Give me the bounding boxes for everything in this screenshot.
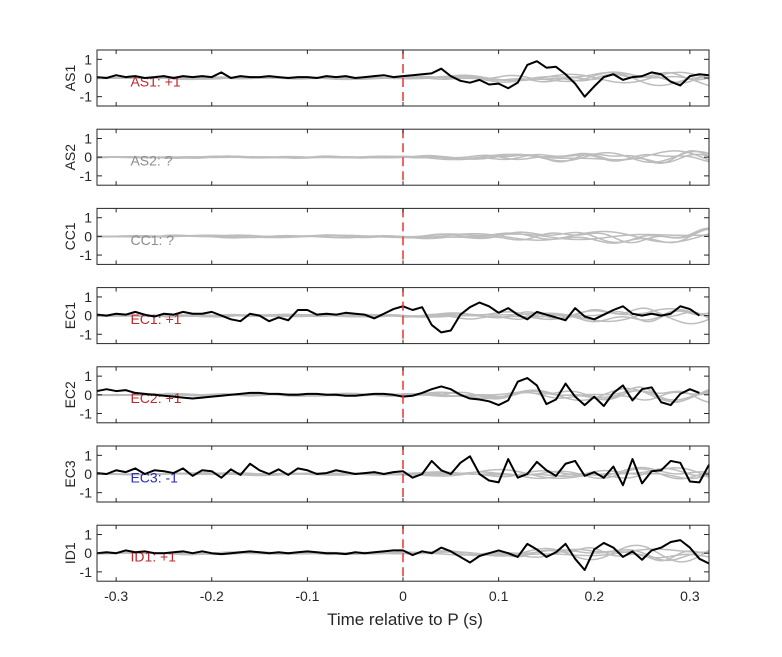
y-tick-label: 0 [84, 149, 92, 165]
polarity-annotation: ID1: +1 [130, 549, 176, 565]
y-tick-label: 1 [84, 527, 92, 543]
waveform-trace [96, 539, 710, 571]
waveform-trace [96, 377, 700, 407]
station-label: CC1 [62, 222, 78, 250]
y-tick-label: -1 [80, 168, 93, 184]
y-tick-label: 0 [84, 387, 92, 403]
y-tick-label: 0 [84, 466, 92, 482]
background-trace [96, 389, 710, 401]
x-tick-label: 0.2 [585, 588, 605, 604]
polarity-annotation: AS2: ? [130, 153, 172, 169]
y-tick-label: 0 [84, 228, 92, 244]
y-tick-label: 1 [84, 447, 92, 463]
y-tick-label: 1 [84, 368, 92, 384]
waveform-trace [96, 301, 701, 334]
shared-x-axis: -0.3 -0.2 -0.1 0 0.1 0.2 0.3 [104, 588, 700, 604]
y-tick-label: -1 [80, 326, 93, 342]
station-label: AS2 [62, 144, 78, 171]
background-trace [96, 71, 710, 87]
waveform-trace [96, 455, 710, 487]
station-label: ID1 [62, 542, 78, 564]
x-tick-label: -0.2 [200, 588, 224, 604]
waveform-trace [96, 60, 710, 98]
x-axis-label: Time relative to P (s) [327, 610, 483, 629]
y-tick-label: 1 [84, 289, 92, 305]
y-tick-label: 0 [84, 308, 92, 324]
x-tick-label: 0.3 [680, 588, 700, 604]
background-trace [96, 307, 710, 320]
station-label: EC2 [62, 381, 78, 408]
y-tick-label: -1 [80, 405, 93, 421]
y-tick-label: 1 [84, 210, 92, 226]
station-label: AS1 [62, 65, 78, 92]
x-tick-label: -0.3 [104, 588, 128, 604]
y-tick-label: 1 [84, 131, 92, 147]
y-tick-label: 0 [84, 70, 92, 86]
y-tick-label: -1 [80, 89, 93, 105]
y-tick-label: -1 [80, 485, 93, 501]
polarity-annotation: CC1: ? [130, 232, 174, 248]
y-tick-label: -1 [80, 564, 93, 580]
y-tick-label: 0 [84, 545, 92, 561]
x-tick-label: -0.1 [295, 588, 319, 604]
x-tick-label: 0.1 [489, 588, 509, 604]
x-tick-label: 0 [399, 588, 407, 604]
station-label: EC1 [62, 302, 78, 329]
station-label: EC3 [62, 460, 78, 487]
y-tick-label: 1 [84, 51, 92, 67]
y-tick-label: -1 [80, 247, 93, 263]
